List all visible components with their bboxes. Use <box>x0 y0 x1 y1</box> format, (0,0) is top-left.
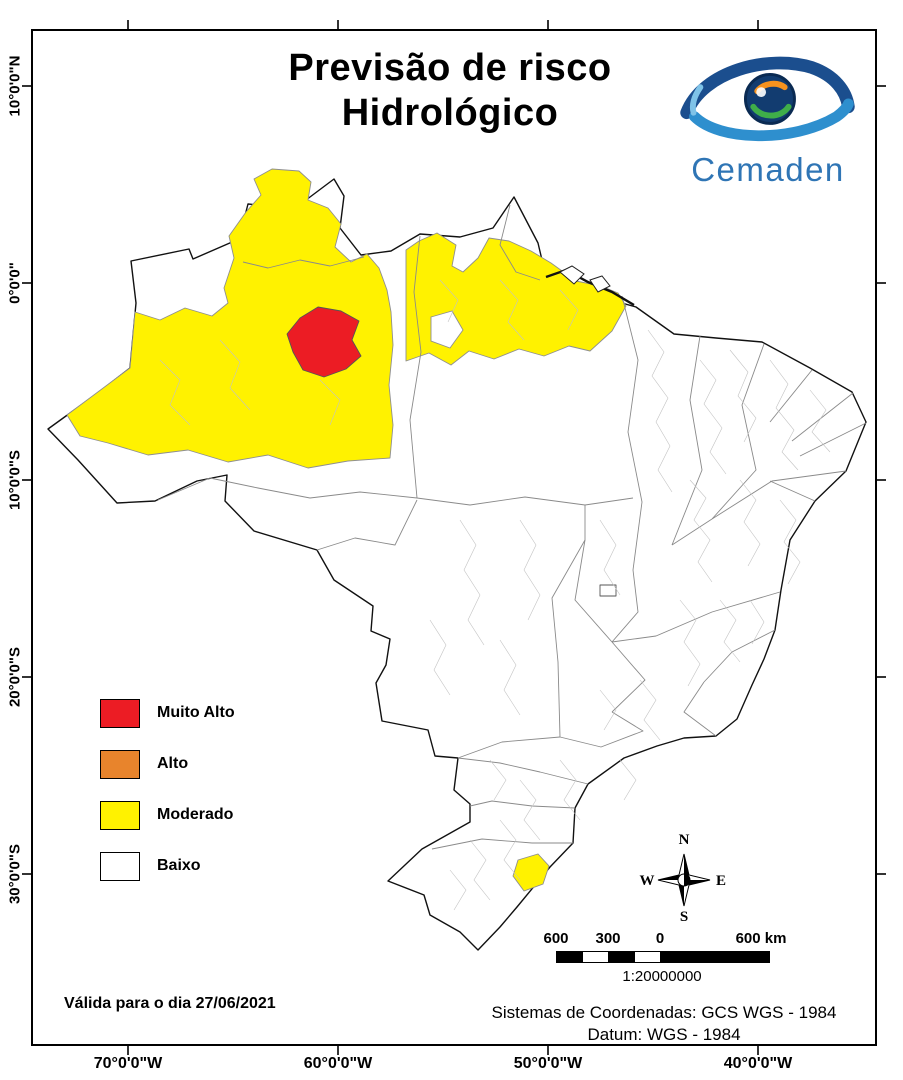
legend-label-moderado: Moderado <box>157 806 234 823</box>
cemaden-eye-icon <box>680 56 855 142</box>
legend-swatch-muito-alto <box>100 698 140 728</box>
legend-swatch-baixo <box>100 851 140 881</box>
cemaden-logo-text: Cemaden <box>691 151 845 188</box>
scale-seg-3 <box>609 952 635 962</box>
legend-label-muito-alto: Muito Alto <box>157 704 235 721</box>
lon-label-50w: 50°0'0"W <box>513 1055 583 1072</box>
scale-ratio: 1:20000000 <box>622 968 702 985</box>
legend-item-moderado: Moderado <box>100 800 235 830</box>
compass-e: E <box>716 873 726 889</box>
legend-swatch-moderado <box>100 800 140 830</box>
crs-line2: Datum: WGS - 1984 <box>587 1025 741 1045</box>
risk-region-moderado-para <box>405 232 627 366</box>
legend-swatch-alto <box>100 749 140 779</box>
scale-bar-segments <box>556 951 770 963</box>
scale-tick-600l: 600 <box>543 930 569 947</box>
compass-n: N <box>679 832 690 848</box>
risk-region-muito-alto <box>286 306 362 378</box>
legend-label-baixo: Baixo <box>157 857 201 874</box>
lon-label-40w: 40°0'0"W <box>723 1055 793 1072</box>
lon-label-70w: 70°0'0"W <box>93 1055 163 1072</box>
compass-w: W <box>640 873 655 889</box>
crs-line1: Sistemas de Coordenadas: GCS WGS - 1984 <box>491 1003 837 1022</box>
lat-label-20s: 20°0'0"S <box>6 646 24 708</box>
graticule-ticks <box>22 20 886 1055</box>
state-boundaries <box>157 204 867 850</box>
scale-seg-1 <box>557 952 583 962</box>
title-line1: Previsão de risco <box>288 47 612 89</box>
scale-seg-4 <box>635 952 661 962</box>
compass-rose: N W E S <box>638 828 730 929</box>
lat-label-10s: 10°0'0"S <box>6 449 24 511</box>
page-title: Previsão de risco Hidrológico <box>130 46 770 136</box>
legend-label-alto: Alto <box>157 755 189 772</box>
legend-item-muito-alto: Muito Alto <box>100 698 235 728</box>
title-line2: Hidrológico <box>341 91 559 134</box>
north-arrow-icon: N W E S <box>640 832 727 925</box>
lat-label-10n: 10°0'0"N <box>6 55 24 117</box>
risk-legend: Muito Alto Alto Moderado Baixo <box>100 698 235 902</box>
lat-label-0: 0°0'0" <box>6 262 24 304</box>
validity-date: Válida para o dia 27/06/2021 <box>64 995 276 1012</box>
cemaden-logo: Cemaden <box>668 48 868 189</box>
legend-item-baixo: Baixo <box>100 851 235 881</box>
legend-item-alto: Alto <box>100 749 235 779</box>
crs-note: Sistemas de Coordenadas: GCS WGS - 1984 … <box>472 1002 856 1047</box>
scale-tick-600r: 600 km <box>735 930 787 947</box>
scale-seg-5 <box>661 952 769 962</box>
lon-label-60w: 60°0'0"W <box>303 1055 373 1072</box>
lat-label-30s: 30°0'0"S <box>6 843 24 905</box>
scale-seg-2 <box>583 952 609 962</box>
scale-tick-0: 0 <box>655 930 665 947</box>
compass-s: S <box>680 909 688 924</box>
amazon-mouth-islands <box>545 265 635 307</box>
municipal-boundaries <box>159 279 831 911</box>
risk-region-moderado-sc <box>512 853 550 892</box>
risk-region-moderado-amazonas <box>66 168 394 469</box>
scale-tick-300: 300 <box>595 930 621 947</box>
risk-region-hole <box>430 310 464 349</box>
